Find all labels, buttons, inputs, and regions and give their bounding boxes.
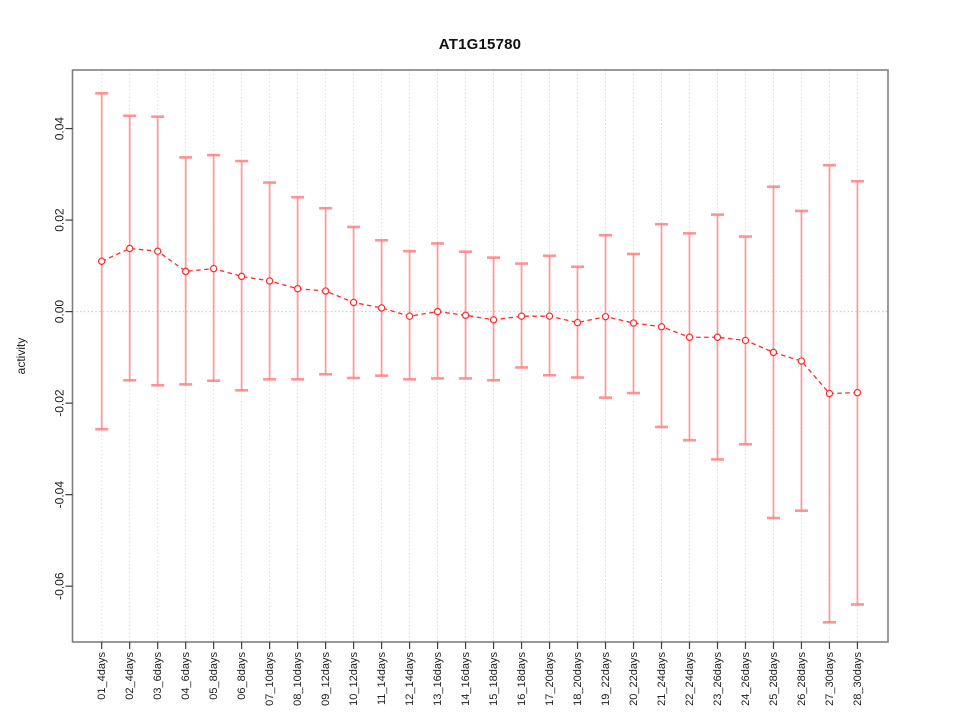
- svg-text:04_6days: 04_6days: [180, 652, 192, 700]
- svg-text:0.00: 0.00: [53, 300, 67, 324]
- data-point: [97, 257, 106, 265]
- svg-text:20_22days: 20_22days: [628, 652, 640, 706]
- data-point: [825, 389, 834, 398]
- svg-text:09_12days: 09_12days: [320, 652, 332, 706]
- data-point: [573, 318, 582, 327]
- data-point: [237, 272, 246, 281]
- svg-text:-0.06: -0.06: [53, 572, 67, 600]
- data-point: [349, 298, 358, 307]
- plot-border: [71, 69, 889, 643]
- data-point: [461, 311, 470, 319]
- data-point: [293, 285, 302, 293]
- svg-text:21_24days: 21_24days: [656, 652, 668, 706]
- svg-text:26_28days: 26_28days: [796, 652, 808, 706]
- svg-text:0.04: 0.04: [53, 117, 67, 141]
- svg-text:18_20days: 18_20days: [572, 652, 584, 706]
- svg-text:22_24days: 22_24days: [684, 652, 696, 706]
- svg-text:13_16days: 13_16days: [432, 652, 444, 706]
- svg-text:02_4days: 02_4days: [124, 652, 136, 700]
- series-line: [101, 247, 858, 395]
- x-axis-ticks: [101, 642, 859, 649]
- svg-text:0.02: 0.02: [53, 208, 67, 232]
- svg-text:05_8days: 05_8days: [208, 652, 220, 700]
- svg-text:25_28days: 25_28days: [768, 652, 780, 706]
- svg-text:27_30days: 27_30days: [824, 652, 836, 706]
- svg-text:28_30days: 28_30days: [852, 652, 864, 706]
- data-point: [181, 267, 190, 276]
- svg-text:01_4days: 01_4days: [96, 652, 108, 700]
- data-point: [433, 307, 442, 316]
- svg-text:14_16days: 14_16days: [460, 652, 472, 706]
- svg-text:19_22days: 19_22days: [600, 652, 612, 706]
- data-point: [769, 348, 778, 357]
- svg-text:-0.02: -0.02: [53, 389, 67, 417]
- data-point: [377, 304, 386, 312]
- svg-text:-0.04: -0.04: [53, 481, 67, 509]
- data-point: [265, 277, 274, 285]
- x-tick-labels: 01_4days 02_4days 03_6days 04_6days 05_8days…: [96, 652, 864, 706]
- data-point: [125, 244, 134, 253]
- svg-text:12_14days: 12_14days: [404, 652, 416, 706]
- data-point: [321, 287, 330, 295]
- data-point: [713, 333, 722, 341]
- data-point: [153, 247, 162, 255]
- data-points: [97, 244, 862, 398]
- error-bars: [95, 92, 864, 624]
- svg-text:23_26days: 23_26days: [712, 652, 724, 706]
- chart-title: AT1G15780: [438, 36, 522, 53]
- svg-text:16_18days: 16_18days: [516, 652, 528, 706]
- data-point: [209, 264, 218, 273]
- data-point: [601, 312, 610, 321]
- data-point: [853, 388, 862, 397]
- data-point: [741, 336, 750, 345]
- data-point: [545, 312, 554, 320]
- data-point: [797, 357, 806, 365]
- svg-text:17_20days: 17_20days: [544, 652, 556, 706]
- data-point: [657, 323, 666, 331]
- y-axis-ticks: [65, 127, 73, 587]
- data-point: [629, 319, 638, 327]
- svg-text:07_10days: 07_10days: [264, 652, 276, 706]
- svg-text:11_14days: 11_14days: [376, 652, 388, 706]
- svg-text:10_12days: 10_12days: [348, 652, 360, 706]
- y-tick-labels: 0.04 0.02 0.00 -0.02 -0.04 -0.06: [53, 117, 67, 600]
- svg-text:08_10days: 08_10days: [292, 652, 304, 706]
- data-point: [489, 316, 498, 324]
- data-point: [405, 312, 414, 320]
- data-point: [685, 333, 694, 341]
- svg-text:24_26days: 24_26days: [740, 652, 752, 706]
- svg-text:15_18days: 15_18days: [488, 652, 500, 706]
- data-point: [517, 312, 526, 320]
- svg-text:06_8days: 06_8days: [236, 652, 248, 700]
- svg-text:03_6days: 03_6days: [152, 652, 164, 700]
